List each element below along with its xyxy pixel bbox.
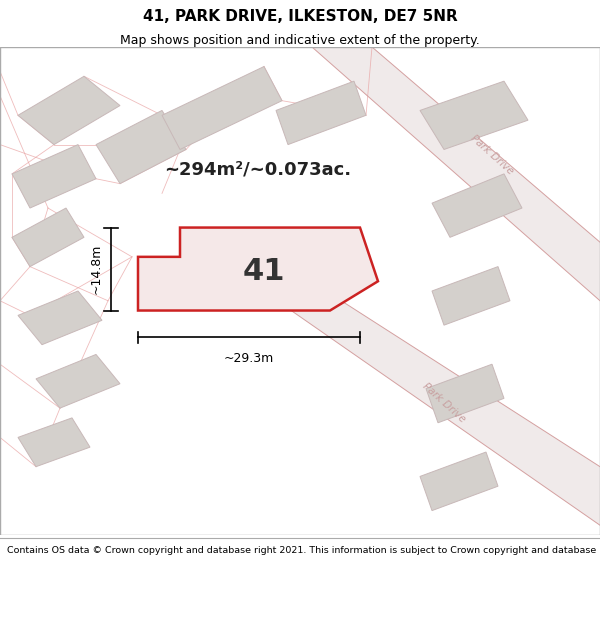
Text: 41: 41 <box>243 257 285 286</box>
Polygon shape <box>228 267 600 525</box>
Polygon shape <box>12 144 96 208</box>
Text: Contains OS data © Crown copyright and database right 2021. This information is : Contains OS data © Crown copyright and d… <box>7 546 600 555</box>
Polygon shape <box>276 81 366 144</box>
Text: 41, PARK DRIVE, ILKESTON, DE7 5NR: 41, PARK DRIVE, ILKESTON, DE7 5NR <box>143 9 457 24</box>
Text: ~14.8m: ~14.8m <box>89 244 103 294</box>
Text: ~294m²/~0.073ac.: ~294m²/~0.073ac. <box>164 160 352 178</box>
Polygon shape <box>18 291 102 344</box>
Text: Park Drive: Park Drive <box>421 381 467 425</box>
Polygon shape <box>432 267 510 325</box>
Polygon shape <box>18 76 120 144</box>
Polygon shape <box>426 364 504 423</box>
Text: Map shows position and indicative extent of the property.: Map shows position and indicative extent… <box>120 34 480 47</box>
Polygon shape <box>420 452 498 511</box>
Text: ~29.3m: ~29.3m <box>224 352 274 365</box>
Polygon shape <box>18 418 90 467</box>
Polygon shape <box>96 111 186 184</box>
Polygon shape <box>138 228 378 311</box>
Polygon shape <box>36 354 120 408</box>
Polygon shape <box>162 66 282 149</box>
Polygon shape <box>432 174 522 238</box>
Polygon shape <box>420 81 528 149</box>
Text: Park Drive: Park Drive <box>469 132 515 176</box>
Polygon shape <box>312 47 600 301</box>
Polygon shape <box>12 208 84 267</box>
